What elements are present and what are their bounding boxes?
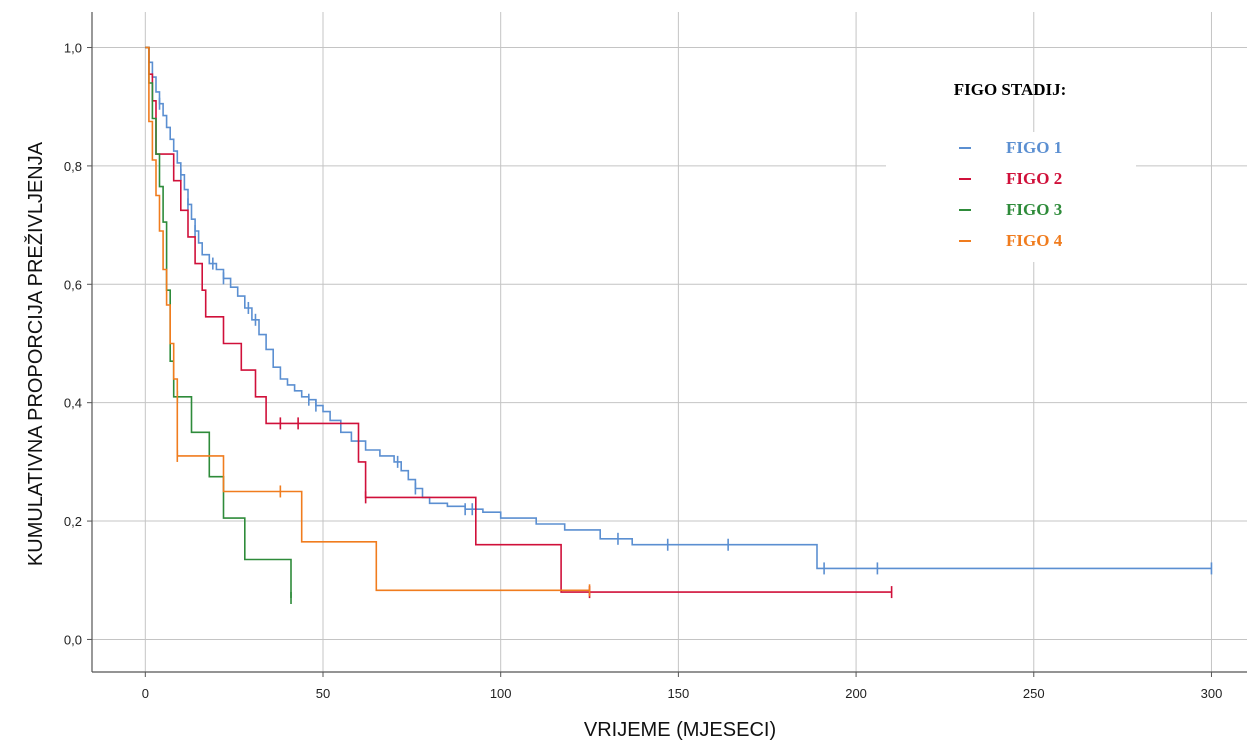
y-tick-label-1: 0,2 — [64, 514, 82, 529]
y-tick-label-3: 0,6 — [64, 277, 82, 292]
legend-label-figo-4: FIGO 4 — [1006, 231, 1063, 250]
x-tick-label-4: 200 — [845, 686, 867, 701]
x-tick-label-5: 250 — [1023, 686, 1045, 701]
series-line-figo-4 — [145, 46, 590, 592]
y-tick-label-2: 0,4 — [64, 396, 82, 411]
legend-box — [886, 132, 1136, 262]
x-tick-label-0: 0 — [142, 686, 149, 701]
series-layer — [145, 46, 1213, 605]
legend-label-figo-3: FIGO 3 — [1006, 200, 1062, 219]
y-tick-label-5: 1,0 — [64, 41, 82, 56]
axes: 0 50 100 150 200 250 300 0,0 0,2 0,4 0,6 0,8 1,0 — [64, 12, 1247, 701]
x-axis-title: VRIJEME (MJESECI) — [584, 719, 776, 741]
legend: FIGO STADIJ: FIGO 1 FIGO 2 FIGO 3 FIGO 4 — [886, 80, 1136, 262]
y-tick-label-0: 0,0 — [64, 632, 82, 647]
x-tick-label-3: 150 — [668, 686, 690, 701]
grid-lines — [92, 12, 1247, 672]
x-tick-label-2: 100 — [490, 686, 512, 701]
series-figo-4 — [145, 46, 591, 597]
x-tick-label-6: 300 — [1201, 686, 1223, 701]
x-tick-label-1: 50 — [316, 686, 330, 701]
legend-label-figo-2: FIGO 2 — [1006, 169, 1062, 188]
series-figo-1 — [145, 46, 1213, 575]
y-tick-label-4: 0,8 — [64, 159, 82, 174]
legend-title: FIGO STADIJ: — [954, 80, 1067, 99]
legend-label-figo-1: FIGO 1 — [1006, 138, 1062, 157]
y-axis-title: KUMULATIVNA PROPORCIJA PREŽIVLJENJA — [24, 141, 47, 566]
series-line-figo-1 — [145, 46, 1212, 570]
series-line-figo-3 — [145, 46, 292, 598]
